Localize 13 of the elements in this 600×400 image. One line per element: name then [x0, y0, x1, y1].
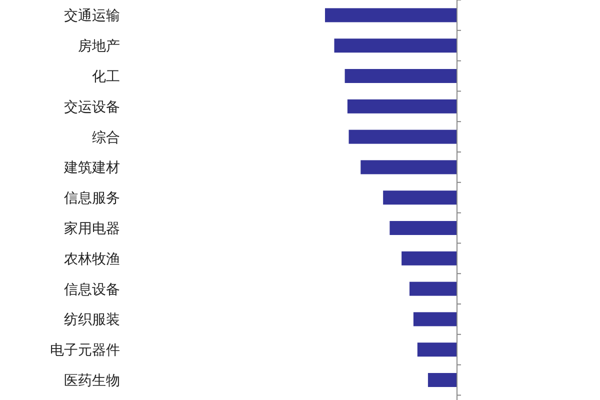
y-tick-label: 医药生物 — [64, 373, 120, 389]
y-tick-label: 农林牧渔 — [64, 251, 120, 268]
y-tick-label: 电子元器件 — [50, 342, 120, 359]
y-tick-label: 房地产 — [78, 38, 120, 55]
y-tick-label: 交运设备 — [64, 99, 120, 116]
y-tick-label: 综合 — [92, 130, 120, 146]
y-tick-label: 化工 — [92, 69, 120, 85]
y-tick-label: 建筑建材 — [63, 160, 120, 176]
y-tick-label: 交通运输 — [64, 8, 120, 24]
y-tick-label: 家用电器 — [64, 221, 120, 237]
y-tick-label: 信息服务 — [64, 190, 120, 207]
y-tick-label: 纺织服装 — [64, 312, 120, 328]
y-tick-label: 信息设备 — [64, 282, 120, 298]
